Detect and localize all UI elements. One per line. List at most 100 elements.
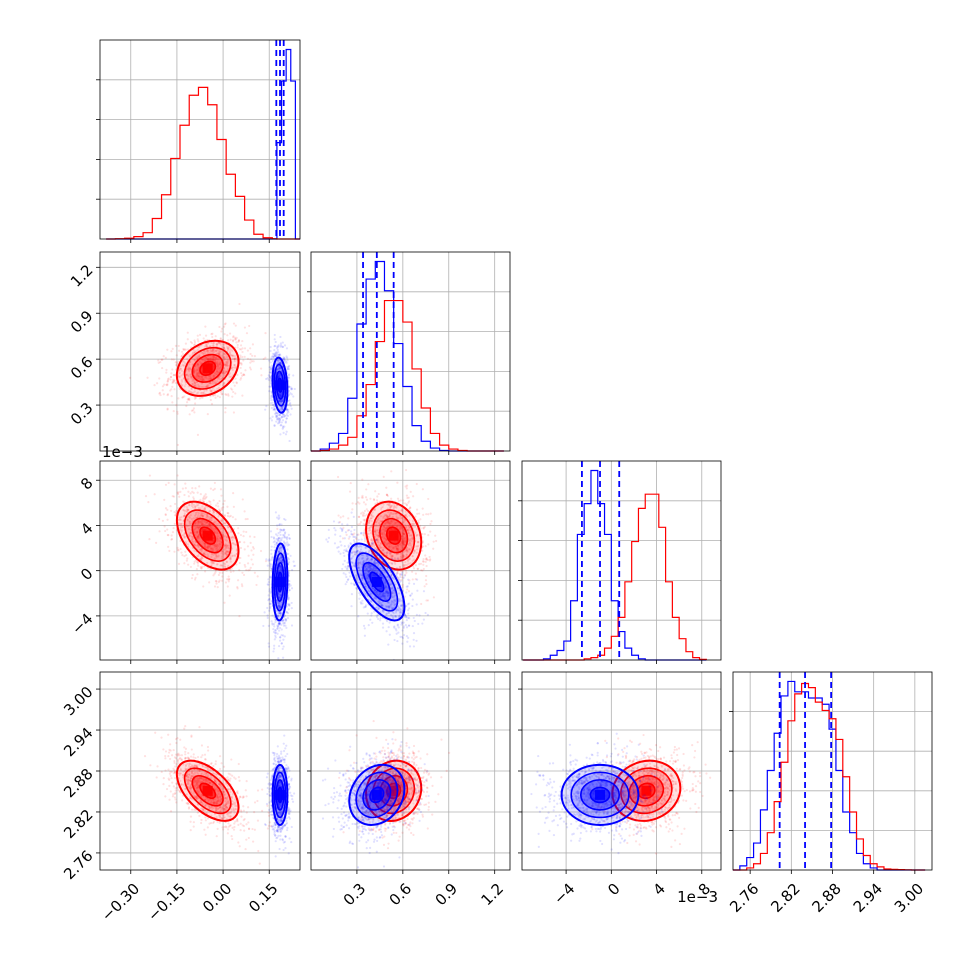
scatter-point <box>214 547 218 550</box>
scatter-point <box>388 515 391 518</box>
scatter-point <box>194 513 198 516</box>
scatter-point <box>226 345 229 349</box>
scatter-point <box>378 545 381 548</box>
scatter-point <box>279 424 282 427</box>
scatter-point <box>202 497 205 500</box>
scatter-point <box>193 390 196 393</box>
scatter-point <box>211 355 214 358</box>
scatter-point <box>202 514 205 517</box>
scatter-point <box>241 347 244 350</box>
scatter-point <box>188 390 191 393</box>
scatter-point <box>276 601 279 604</box>
scatter-point <box>166 383 169 386</box>
scatter-point <box>190 504 193 507</box>
scatter-point <box>388 542 391 545</box>
scatter-point <box>191 573 194 577</box>
scatter-point <box>283 517 286 521</box>
scatter-point <box>196 491 199 494</box>
scatter-point <box>406 524 410 527</box>
scatter-point <box>206 553 209 556</box>
scatter-point <box>282 622 285 625</box>
scatter-point <box>282 426 285 429</box>
scatter-point <box>390 592 394 595</box>
scatter-point <box>216 395 219 398</box>
scatter-point <box>277 538 280 541</box>
scatter-point <box>243 563 246 567</box>
scatter-point <box>277 595 280 598</box>
scatter-point <box>224 565 227 569</box>
scatter-point <box>195 356 198 359</box>
scatter-point <box>368 526 372 529</box>
scatter-point <box>203 523 207 526</box>
scatter-point <box>211 380 214 383</box>
scatter-point <box>215 532 218 535</box>
scatter-point <box>197 375 201 378</box>
scatter-point <box>278 606 281 609</box>
scatter-point <box>279 568 283 572</box>
scatter-point <box>370 516 373 520</box>
scatter-point <box>403 539 406 542</box>
scatter-point <box>215 349 218 352</box>
scatter-point <box>181 554 184 557</box>
scatter-point <box>405 494 409 497</box>
scatter-point <box>411 524 415 528</box>
scatter-point <box>198 355 201 358</box>
scatter-point <box>287 598 290 601</box>
scatter-point <box>196 560 200 564</box>
scatter-point <box>267 645 271 648</box>
scatter-point <box>199 378 202 381</box>
scatter-point <box>281 619 284 622</box>
scatter-point <box>222 345 226 348</box>
scatter-point <box>187 398 191 401</box>
scatter-point <box>287 561 291 564</box>
scatter-point <box>208 525 211 528</box>
density-peak <box>202 530 213 541</box>
scatter-point <box>278 368 281 371</box>
scatter-point <box>218 353 221 356</box>
scatter-point <box>290 387 293 390</box>
scatter-point <box>370 541 373 545</box>
scatter-point <box>215 543 218 546</box>
scatter-point <box>268 590 271 593</box>
scatter-point <box>173 379 176 382</box>
scatter-point <box>276 624 279 627</box>
scatter-point <box>398 572 401 575</box>
scatter-point <box>273 355 276 358</box>
scatter-point <box>423 585 426 588</box>
scatter-point <box>275 411 278 414</box>
scatter-point <box>270 620 273 623</box>
scatter-point <box>402 543 405 546</box>
scatter-point <box>213 531 216 534</box>
scatter-point <box>240 362 243 365</box>
scatter-point <box>239 354 242 357</box>
scatter-point <box>239 356 242 359</box>
scatter-point <box>279 565 282 568</box>
scatter-point <box>278 516 281 519</box>
scatter-point <box>216 373 219 376</box>
scatter-point <box>224 543 227 546</box>
scatter-point <box>357 496 360 499</box>
contour-line <box>191 353 224 383</box>
scatter-point <box>278 606 281 610</box>
scatter-point <box>281 345 285 349</box>
scatter-point <box>246 357 250 360</box>
scatter-point <box>373 544 376 547</box>
scatter-point <box>195 567 198 571</box>
scatter-point <box>404 573 407 576</box>
scatter-point <box>203 543 207 547</box>
scatter-point <box>274 340 277 344</box>
scatter-point <box>398 565 402 568</box>
scatter-point <box>223 369 226 372</box>
scatter-point <box>269 368 272 371</box>
scatter-point <box>176 546 179 549</box>
scatter-point <box>395 547 399 550</box>
scatter-point <box>272 630 276 634</box>
scatter-point <box>220 550 224 553</box>
scatter-point <box>414 572 417 575</box>
scatter-point <box>278 557 281 560</box>
scatter-point <box>400 543 403 546</box>
scatter-point <box>376 518 379 522</box>
scatter-point <box>396 547 399 550</box>
scatter-point <box>197 521 200 524</box>
scatter-point <box>273 353 276 357</box>
